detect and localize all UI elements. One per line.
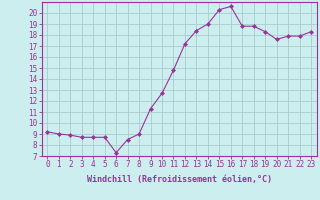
- X-axis label: Windchill (Refroidissement éolien,°C): Windchill (Refroidissement éolien,°C): [87, 175, 272, 184]
